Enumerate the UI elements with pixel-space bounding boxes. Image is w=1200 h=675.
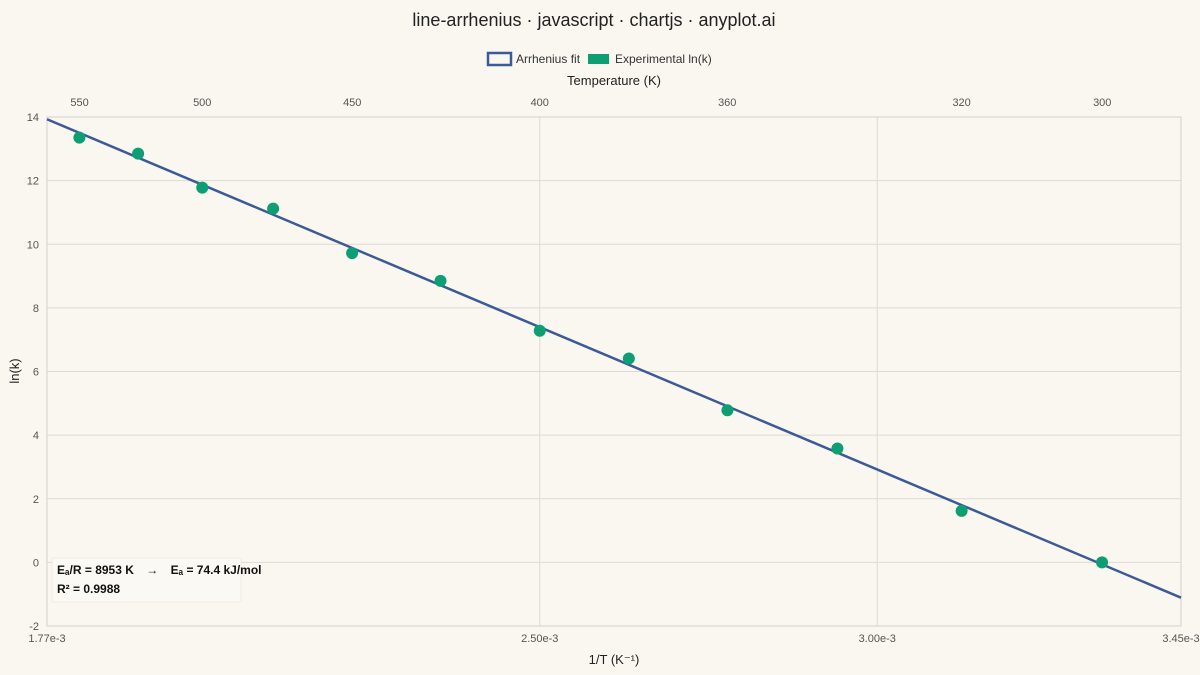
activation-energy-text: Eₐ = 74.4 kJ/mol — [171, 563, 262, 577]
x-tick-label: 3.45e-3 — [1162, 633, 1199, 645]
data-point — [721, 404, 734, 417]
legend-swatch-points — [588, 54, 609, 64]
top-tick-label: 450 — [343, 97, 361, 109]
data-point — [196, 181, 209, 194]
data-point — [533, 324, 546, 337]
data-point — [267, 202, 280, 215]
legend-label-points: Experimental ln(k) — [615, 52, 712, 66]
y-axis-title: ln(k) — [7, 358, 22, 383]
x-axis-ticks: 1.77e-3 2.50e-3 3.00e-3 3.45e-3 — [28, 633, 1199, 645]
top-axis-title: Temperature (K) — [567, 73, 661, 88]
fit-line-layer — [46, 118, 1182, 599]
y-tick-label: 10 — [27, 239, 39, 251]
annotation-line-1: Eₐ/R = 8953 K → Eₐ = 74.4 kJ/mol — [57, 563, 262, 577]
data-point — [622, 352, 635, 365]
y-tick-label: 14 — [27, 112, 39, 124]
top-tick-label: 300 — [1093, 97, 1111, 109]
grid-lines — [46, 116, 1182, 627]
y-tick-label: 4 — [33, 430, 39, 442]
top-tick-label: 550 — [70, 97, 88, 109]
data-point — [132, 147, 145, 160]
x-axis-title: 1/T (K⁻¹) — [589, 652, 640, 667]
data-point — [831, 442, 844, 455]
y-tick-label: 8 — [33, 303, 39, 315]
data-point — [955, 504, 968, 517]
x-tick-label: 2.50e-3 — [521, 633, 558, 645]
fit-annotation-box: Eₐ/R = 8953 K → Eₐ = 74.4 kJ/mol R² = 0.… — [51, 557, 262, 603]
data-point — [73, 131, 86, 144]
x-tick-label: 1.77e-3 — [28, 633, 65, 645]
top-tick-label: 320 — [952, 97, 970, 109]
plot-area-border — [46, 116, 1182, 627]
y-tick-label: 0 — [33, 557, 39, 569]
legend-label-fit: Arrhenius fit — [516, 52, 581, 66]
top-tick-label: 400 — [531, 97, 549, 109]
y-tick-label: -2 — [29, 621, 39, 633]
y-tick-label: 2 — [33, 494, 39, 506]
annotation-line-2: R² = 0.9988 — [57, 582, 120, 596]
arrhenius-fit-line — [46, 118, 1182, 599]
y-axis-ticks: -2 0 2 4 6 8 10 12 14 — [27, 112, 39, 633]
annotation-background — [51, 557, 242, 603]
legend[interactable]: Arrhenius fit Experimental ln(k) — [486, 51, 712, 67]
y-tick-label: 12 — [27, 176, 39, 188]
top-tick-label: 360 — [718, 97, 736, 109]
top-tick-label: 500 — [193, 97, 211, 109]
activation-ratio-text: Eₐ/R = 8953 K — [57, 563, 134, 577]
x-tick-label: 3.00e-3 — [859, 633, 896, 645]
top-axis-ticks: 550 500 450 400 360 320 300 — [70, 97, 1111, 109]
data-point — [346, 247, 359, 260]
data-point — [434, 274, 447, 287]
legend-swatch-fit — [486, 51, 513, 67]
arrow-icon: → — [146, 563, 158, 577]
data-points-layer — [73, 131, 1109, 569]
chart-title: line-arrhenius · javascript · chartjs · … — [412, 10, 775, 30]
y-tick-label: 6 — [33, 367, 39, 379]
data-point — [1096, 556, 1109, 569]
